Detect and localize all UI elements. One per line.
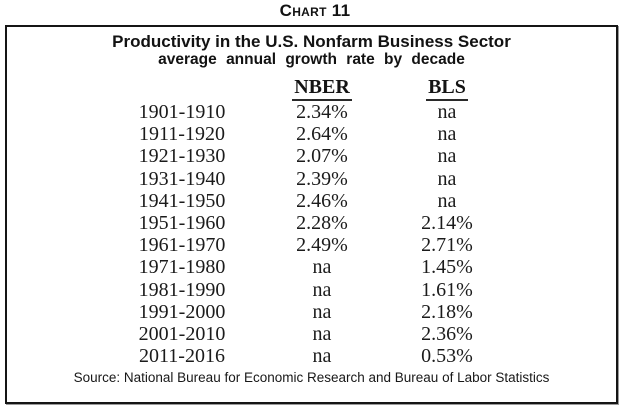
table-row: 1981-1990 na 1.61%	[80, 279, 616, 301]
nber-value: na	[312, 322, 332, 345]
table-row: 1901-1910 2.34% na	[80, 101, 616, 123]
bls-value: 2.71%	[421, 234, 473, 257]
bls-value: na	[437, 145, 457, 168]
table-row: 1971-1980 na 1.45%	[80, 256, 616, 278]
decade-label: 1911-1920	[139, 123, 225, 146]
bls-value: na	[437, 123, 457, 146]
table-row: 1961-1970 2.49% 2.71%	[80, 234, 616, 256]
table-body: 1901-1910 2.34% na 1911-1920 2.64% na 19…	[7, 101, 616, 367]
nber-value: na	[312, 300, 332, 323]
table-border-box: Productivity in the U.S. Nonfarm Busines…	[5, 25, 618, 404]
decade-label: 1901-1910	[138, 101, 226, 123]
nber-value: 2.34%	[296, 101, 348, 123]
table-row: 1931-1940 2.39% na	[80, 168, 616, 190]
decade-label: 1991-2000	[138, 300, 226, 323]
nber-value: 2.49%	[296, 234, 348, 257]
table-title: Productivity in the U.S. Nonfarm Busines…	[112, 32, 511, 51]
nber-value: 2.39%	[296, 167, 348, 190]
decade-label: 2011-2016	[139, 345, 225, 368]
bls-value: 0.53%	[421, 345, 473, 368]
bls-value: 2.14%	[421, 211, 473, 234]
decade-label: 1981-1990	[138, 278, 226, 301]
nber-value: na	[312, 256, 332, 279]
bls-value: na	[437, 167, 457, 190]
table-row: 1911-1920 2.64% na	[80, 123, 616, 145]
bls-value: 1.45%	[421, 256, 473, 279]
decade-label: 2001-2010	[138, 322, 226, 345]
bls-value: na	[437, 189, 457, 212]
table-row: 2011-2016 na 0.53%	[80, 345, 616, 367]
bls-value: 1.61%	[421, 278, 473, 301]
decade-label: 1951-1960	[138, 211, 226, 234]
table-row: 2001-2010 na 2.36%	[80, 323, 616, 345]
decade-label: 1941-1950	[138, 189, 226, 212]
nber-value: na	[312, 278, 332, 301]
decade-label: 1931-1940	[138, 167, 226, 190]
nber-value: na	[312, 345, 332, 368]
decade-label: 1921-1930	[138, 145, 226, 168]
chart-number-label: Chart 11	[279, 1, 351, 20]
nber-value: 2.46%	[296, 189, 348, 212]
nber-value: 2.28%	[296, 211, 348, 234]
bls-value: na	[437, 101, 457, 123]
source-note: Source: National Bureau for Economic Res…	[73, 370, 550, 386]
bls-value: 2.18%	[421, 300, 473, 323]
table-row: 1921-1930 2.07% na	[80, 145, 616, 167]
table-row: 1991-2000 na 2.18%	[80, 301, 616, 323]
column-header-bls: BLS	[426, 75, 468, 101]
decade-label: 1971-1980	[138, 256, 226, 279]
bls-value: 2.36%	[421, 322, 473, 345]
table-row: 1951-1960 2.28% 2.14%	[80, 212, 616, 234]
nber-value: 2.64%	[296, 123, 348, 146]
nber-value: 2.07%	[296, 145, 348, 168]
table-header-row: NBER BLS	[80, 74, 616, 101]
table-row: 1941-1950 2.46% na	[80, 190, 616, 212]
column-header-nber: NBER	[292, 75, 352, 101]
decade-label: 1961-1970	[138, 234, 226, 257]
table-subtitle: average annual growth rate by decade	[158, 51, 465, 68]
